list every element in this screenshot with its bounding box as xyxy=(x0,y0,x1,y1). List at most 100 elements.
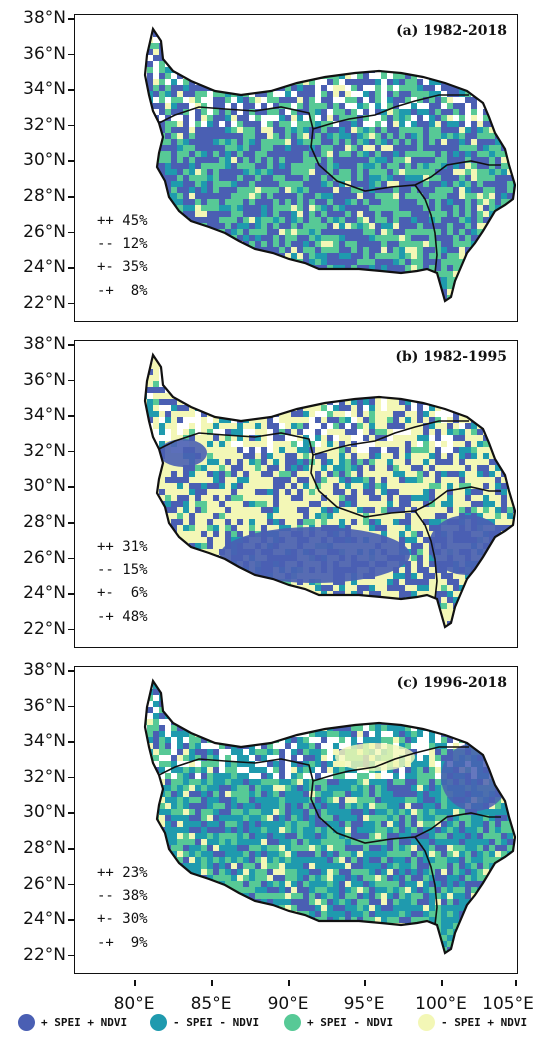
cluster-b-south xyxy=(220,527,410,583)
legend-label-mp: - SPEI + NDVI xyxy=(441,1016,528,1029)
lat-tick xyxy=(68,705,74,708)
region-boundaries-a xyxy=(158,94,501,274)
lat-tick xyxy=(68,89,74,91)
x-label-90: 90°E xyxy=(267,994,309,1014)
lat-label: 32°N xyxy=(23,766,66,787)
lat-tick xyxy=(68,267,74,269)
panel-title-a: (a) 1982-2018 xyxy=(396,23,507,39)
x-tick-90 xyxy=(288,980,290,986)
legend-item-mp: - SPEI + NDVI xyxy=(418,1014,527,1031)
legend-item-pp: + SPEI + NDVI xyxy=(18,1014,127,1031)
plateau-map-b xyxy=(143,352,516,629)
lat-label: 30°N xyxy=(23,476,66,497)
stat-mm-b: -- 15% xyxy=(97,562,148,578)
lat-tick xyxy=(68,741,74,743)
lat-label: 28°N xyxy=(23,186,66,206)
legend-swatch-pp xyxy=(18,1014,35,1031)
lat-tick xyxy=(68,954,74,957)
stat-pp-b: ++ 31% xyxy=(97,539,148,555)
map-panel-a: (a) 1982-2018 ++ 45% -- 12% +- 35% -+ 8% xyxy=(74,14,518,322)
panel-title-c: (c) 1996-2018 xyxy=(396,675,507,691)
stat-pm-a: +- 35% xyxy=(97,259,148,275)
cluster-c-northeast xyxy=(441,743,509,811)
lat-tick xyxy=(68,160,74,162)
lat-tick xyxy=(68,919,74,921)
legend-swatch-mm xyxy=(150,1014,167,1031)
region-boundaries-c xyxy=(158,746,501,926)
lat-label: 34°N xyxy=(23,405,66,426)
lat-tick xyxy=(68,18,74,20)
lat-tick xyxy=(68,231,74,234)
legend-swatch-pm xyxy=(284,1014,301,1031)
x-tick-105 xyxy=(515,980,517,986)
x-tick-80 xyxy=(134,980,136,986)
lat-label: 22°N xyxy=(23,292,66,313)
legend-item-mm: - SPEI - NDVI xyxy=(150,1014,259,1031)
lat-tick xyxy=(68,628,74,631)
stat-mm-a: -- 12% xyxy=(97,236,148,252)
lat-label: 24°N xyxy=(23,583,66,604)
cluster-c-north xyxy=(335,743,415,771)
lat-label: 30°N xyxy=(23,150,66,171)
legend-swatch-mp xyxy=(418,1014,435,1031)
lat-tick xyxy=(68,557,74,560)
panel-title-b: (b) 1982-1995 xyxy=(395,349,507,365)
lat-label: 32°N xyxy=(23,114,66,135)
plateau-map-c xyxy=(143,678,516,955)
stat-pp-a: ++ 45% xyxy=(97,213,148,229)
lat-tick xyxy=(68,124,74,127)
legend-label-pp: + SPEI + NDVI xyxy=(41,1016,128,1029)
lat-label: 38°N xyxy=(23,660,66,680)
lat-tick xyxy=(68,812,74,814)
legend-label-mm: - SPEI - NDVI xyxy=(173,1016,260,1029)
lat-tick xyxy=(68,848,74,850)
legend-item-pm: + SPEI - NDVI xyxy=(284,1014,393,1031)
region-boundaries-b xyxy=(158,420,501,600)
legend: + SPEI + NDVI - SPEI - NDVI + SPEI - NDV… xyxy=(0,1014,550,1036)
x-label-105: 105°E xyxy=(482,994,534,1014)
x-tick-85 xyxy=(211,980,213,986)
lat-tick xyxy=(68,883,74,886)
map-panel-c: (c) 1996-2018 ++ 23% -- 38% +- 30% -+ 9% xyxy=(74,666,518,974)
lat-label: 26°N xyxy=(23,873,66,894)
lat-label: 26°N xyxy=(23,221,66,242)
lat-label: 24°N xyxy=(23,909,66,930)
stat-pm-c: +- 30% xyxy=(97,911,148,927)
lat-label: 32°N xyxy=(23,440,66,461)
lat-tick xyxy=(68,593,74,595)
x-label-80: 80°E xyxy=(113,994,155,1014)
map-panel-b: (b) 1982-1995 ++ 31% -- 15% +- 6% -+ 48% xyxy=(74,340,518,648)
lat-tick xyxy=(68,522,74,524)
lat-label: 28°N xyxy=(23,512,66,532)
lat-tick xyxy=(68,415,74,417)
stat-mp-b: -+ 48% xyxy=(97,609,148,625)
stat-mp-a: -+ 8% xyxy=(97,283,148,299)
lat-label: 22°N xyxy=(23,944,66,965)
lat-tick xyxy=(68,53,74,56)
lat-tick xyxy=(68,344,74,346)
plateau-map-a xyxy=(143,26,516,303)
stat-mm-c: -- 38% xyxy=(97,888,148,904)
x-tick-100 xyxy=(441,980,443,986)
lat-tick xyxy=(68,302,74,305)
stat-pm-b: +- 6% xyxy=(97,585,148,601)
cluster-b-west xyxy=(159,439,207,467)
lat-label: 34°N xyxy=(23,731,66,752)
x-label-95: 95°E xyxy=(343,994,385,1014)
legend-label-pm: + SPEI - NDVI xyxy=(307,1016,394,1029)
lat-label: 28°N xyxy=(23,838,66,858)
lat-tick xyxy=(68,776,74,779)
x-label-100: 100°E xyxy=(415,994,467,1014)
lat-label: 30°N xyxy=(23,802,66,823)
lat-label: 38°N xyxy=(23,334,66,354)
lat-tick xyxy=(68,196,74,198)
x-label-85: 85°E xyxy=(190,994,232,1014)
lat-tick xyxy=(68,450,74,453)
lat-label: 38°N xyxy=(23,8,66,28)
lat-label: 34°N xyxy=(23,79,66,100)
lat-label: 26°N xyxy=(23,547,66,568)
stat-pp-c: ++ 23% xyxy=(97,865,148,881)
x-tick-95 xyxy=(364,980,366,986)
lat-label: 36°N xyxy=(23,43,66,64)
stat-mp-c: -+ 9% xyxy=(97,935,148,951)
